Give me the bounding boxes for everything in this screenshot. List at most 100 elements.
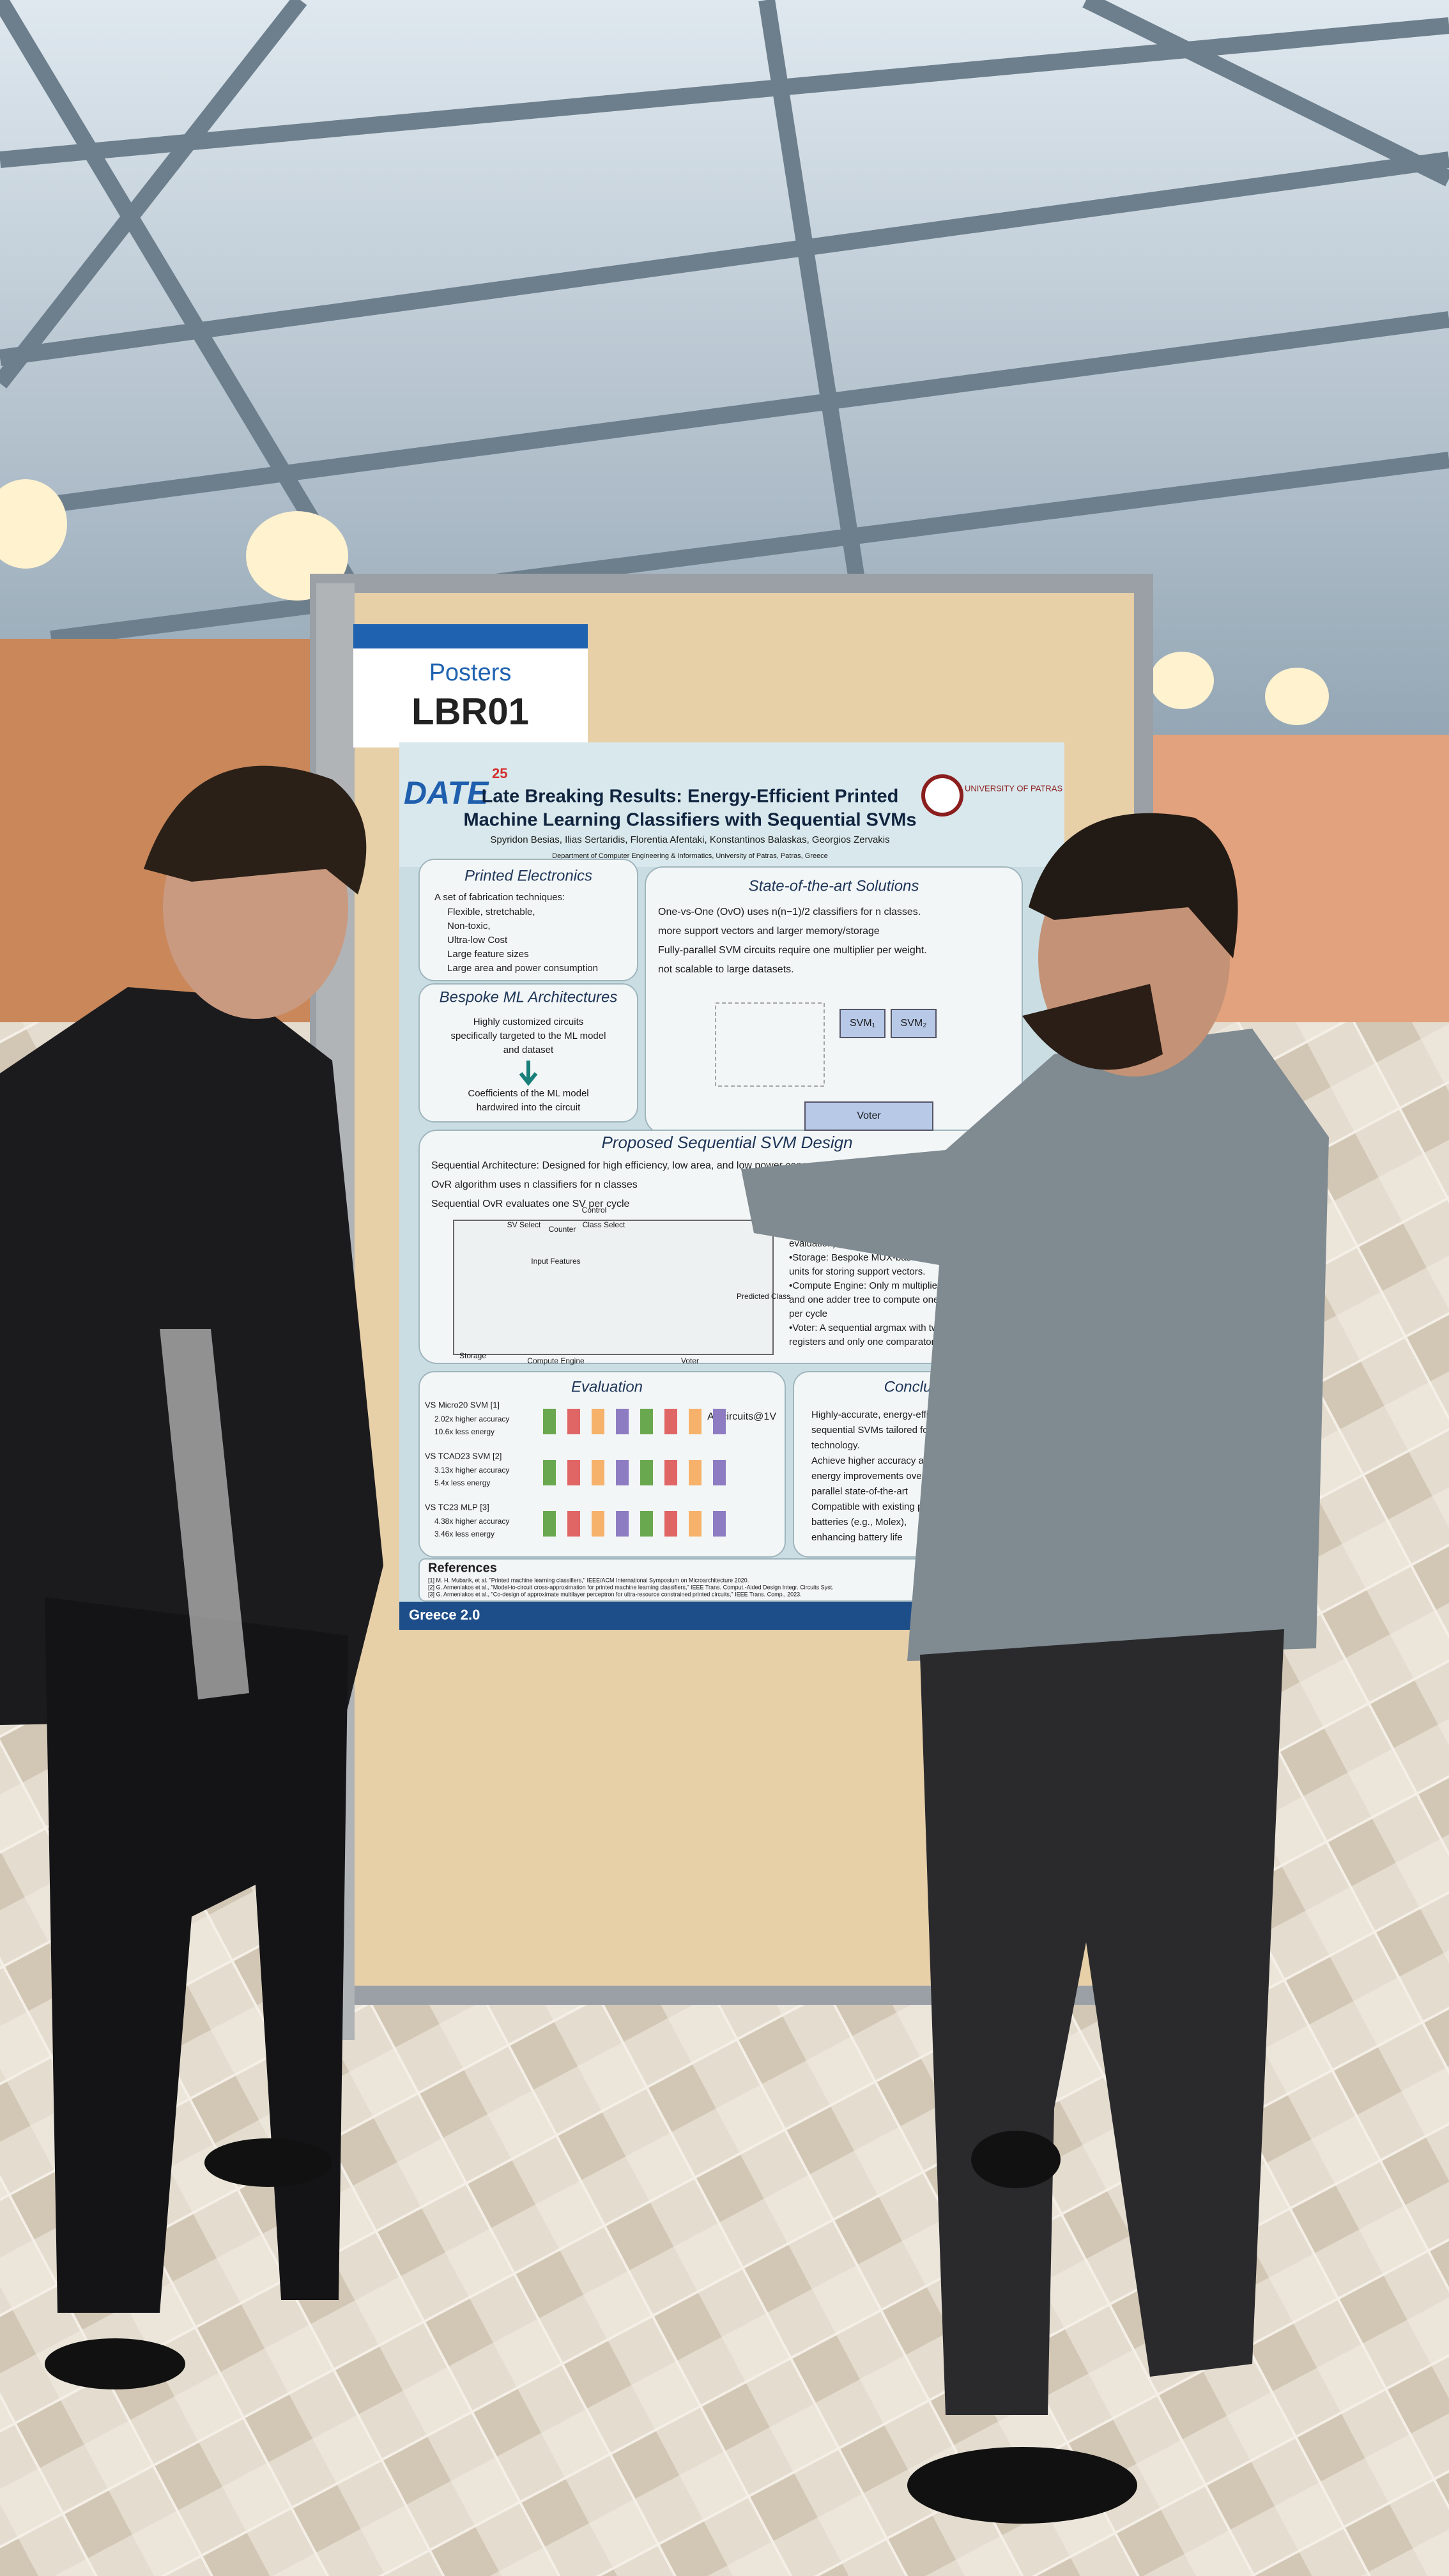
university-seal <box>921 774 963 816</box>
section-text: Sequential OvR evaluates one SV per cycl… <box>431 1199 630 1209</box>
detail-text: •Voter: A sequential argmax with two <box>789 1322 944 1333</box>
section-text: energy improvements over <box>811 1471 925 1482</box>
section-title: Evaluation <box>571 1378 643 1395</box>
section-text: Coefficients of the ML model <box>468 1088 588 1099</box>
reference: [1] M. H. Mubarik, et al. "Printed machi… <box>428 1577 749 1583</box>
diagram-label: SV Select <box>507 1220 541 1229</box>
bullet-item: Non-toxic, <box>447 921 491 931</box>
date-logo-year: 25 <box>492 765 507 781</box>
comparison-energy: 3.46x less energy <box>434 1529 494 1538</box>
bullet-item: Flexible, stretchable, <box>447 907 535 917</box>
poster-affiliation: Department of Computer Engineering & Inf… <box>552 852 828 860</box>
chart-bar <box>713 1460 726 1485</box>
section-text: Achieve higher accuracy and <box>811 1455 935 1466</box>
diagram-label: Control <box>582 1206 607 1215</box>
bullet-item: Large area and power consumption <box>447 963 598 974</box>
diagram-label: Voter <box>681 1356 699 1365</box>
diagram-label: Counter <box>549 1225 576 1234</box>
diagram-label: Predicted Class <box>737 1292 790 1301</box>
section-text: specifically targeted to the ML model <box>451 1031 606 1041</box>
chart-bar <box>664 1460 677 1485</box>
chart-bar <box>640 1511 653 1537</box>
block-label: SVM₁ <box>850 1018 875 1029</box>
block <box>839 1009 885 1038</box>
chart-bar <box>592 1460 604 1485</box>
section-title: Proposed Sequential SVM Design <box>601 1133 852 1152</box>
arrow <box>519 1061 538 1086</box>
section-text: enhancing battery life <box>811 1532 903 1543</box>
section-text: parallel state-of-the-art <box>811 1486 908 1497</box>
comparison-energy: 5.4x less energy <box>434 1478 490 1487</box>
bullet-item: Ultra-low Cost <box>447 935 508 946</box>
date-logo: DATE <box>404 775 489 811</box>
diagram-label: Class Select <box>583 1220 625 1229</box>
chart-bar <box>664 1511 677 1537</box>
diagram <box>715 1002 825 1087</box>
block-label: SVM₂ <box>901 1018 927 1029</box>
detail-text: and one adder tree to compute one SV <box>789 1294 954 1305</box>
chart-bar <box>592 1511 604 1537</box>
chart-bar <box>543 1409 556 1434</box>
block <box>804 1101 933 1131</box>
chart-bar <box>689 1409 702 1434</box>
section-title: References <box>428 1561 497 1575</box>
reference: [3] G. Armeniakos et al., "Co-design of … <box>428 1591 802 1597</box>
chart-bar <box>616 1409 629 1434</box>
section-text: Compatible with existing printed <box>811 1501 947 1512</box>
sign-code: LBR01 <box>411 691 529 732</box>
right-person <box>741 813 1329 2524</box>
reference: [2] G. Armeniakos et al., "Model-to-circ… <box>428 1584 834 1590</box>
chart-bar <box>543 1460 556 1485</box>
comparison-name: VS TCAD23 SVM [2] <box>425 1451 502 1460</box>
diagram-label: Input Features <box>531 1257 580 1266</box>
detail-text: registers and only one comparator <box>789 1337 935 1347</box>
diagram-label: Storage <box>459 1351 486 1360</box>
footer-logo: Greece 2.0 <box>409 1607 480 1623</box>
comparison-name: VS TC23 MLP [3] <box>425 1502 489 1512</box>
section-title: State-of-the-art Solutions <box>749 877 919 894</box>
section-text: more support vectors and larger memory/s… <box>658 926 880 937</box>
section-text: and dataset <box>503 1045 554 1055</box>
left-person <box>0 765 383 2389</box>
chart-bar <box>567 1460 580 1485</box>
block-label: Voter <box>857 1110 881 1121</box>
university-name: UNIVERSITY OF PATRAS <box>965 783 1062 793</box>
section-text: Highly customized circuits <box>473 1016 584 1027</box>
section-title: Bespoke ML Architectures <box>440 988 618 1006</box>
chart-bar <box>713 1409 726 1434</box>
comparison-accuracy: 2.02x higher accuracy <box>434 1414 509 1423</box>
poster-authors: Spyridon Besias, Ilias Sertaridis, Flore… <box>490 834 889 845</box>
poster-title: Late Breaking Results: Energy-Efficient … <box>482 786 899 807</box>
section-text: OvR algorithm uses n classifiers for n c… <box>431 1179 638 1190</box>
section-title: Printed Electronics <box>464 867 592 884</box>
chart-bar <box>616 1460 629 1485</box>
section-text: technology. <box>811 1440 860 1451</box>
chart-bar <box>689 1460 702 1485</box>
comparison-accuracy: 4.38x higher accuracy <box>434 1517 509 1526</box>
sign-strip <box>353 624 588 648</box>
detail-text: •Compute Engine: Only m multipliers <box>789 1280 946 1291</box>
section-text: hardwired into the circuit <box>477 1102 581 1113</box>
chart-bar <box>713 1511 726 1537</box>
section-text: One-vs-One (OvO) uses n(n−1)/2 classifie… <box>658 907 921 917</box>
bullet-item: Large feature sizes <box>447 949 529 960</box>
poster-content: Printed Electronics A set of fabrication … <box>425 867 963 1597</box>
chart-bar <box>689 1511 702 1537</box>
block <box>891 1009 937 1038</box>
comparison-energy: 10.6x less energy <box>434 1427 494 1436</box>
chart-bar <box>543 1511 556 1537</box>
section-text: A set of fabrication techniques: <box>434 892 565 903</box>
ceiling-beams <box>0 0 1449 647</box>
chart-bar <box>664 1409 677 1434</box>
chart-bar <box>567 1511 580 1537</box>
sign-label: Posters <box>429 659 512 686</box>
section-text: Fully-parallel SVM circuits require one … <box>658 945 927 956</box>
chart-bar <box>592 1409 604 1434</box>
section-text: batteries (e.g., Molex), <box>811 1517 907 1528</box>
diagram <box>453 1220 774 1355</box>
diagram-label: Compute Engine <box>527 1356 585 1365</box>
chart-bar <box>567 1409 580 1434</box>
comparison-accuracy: 3.13x higher accuracy <box>434 1466 509 1475</box>
